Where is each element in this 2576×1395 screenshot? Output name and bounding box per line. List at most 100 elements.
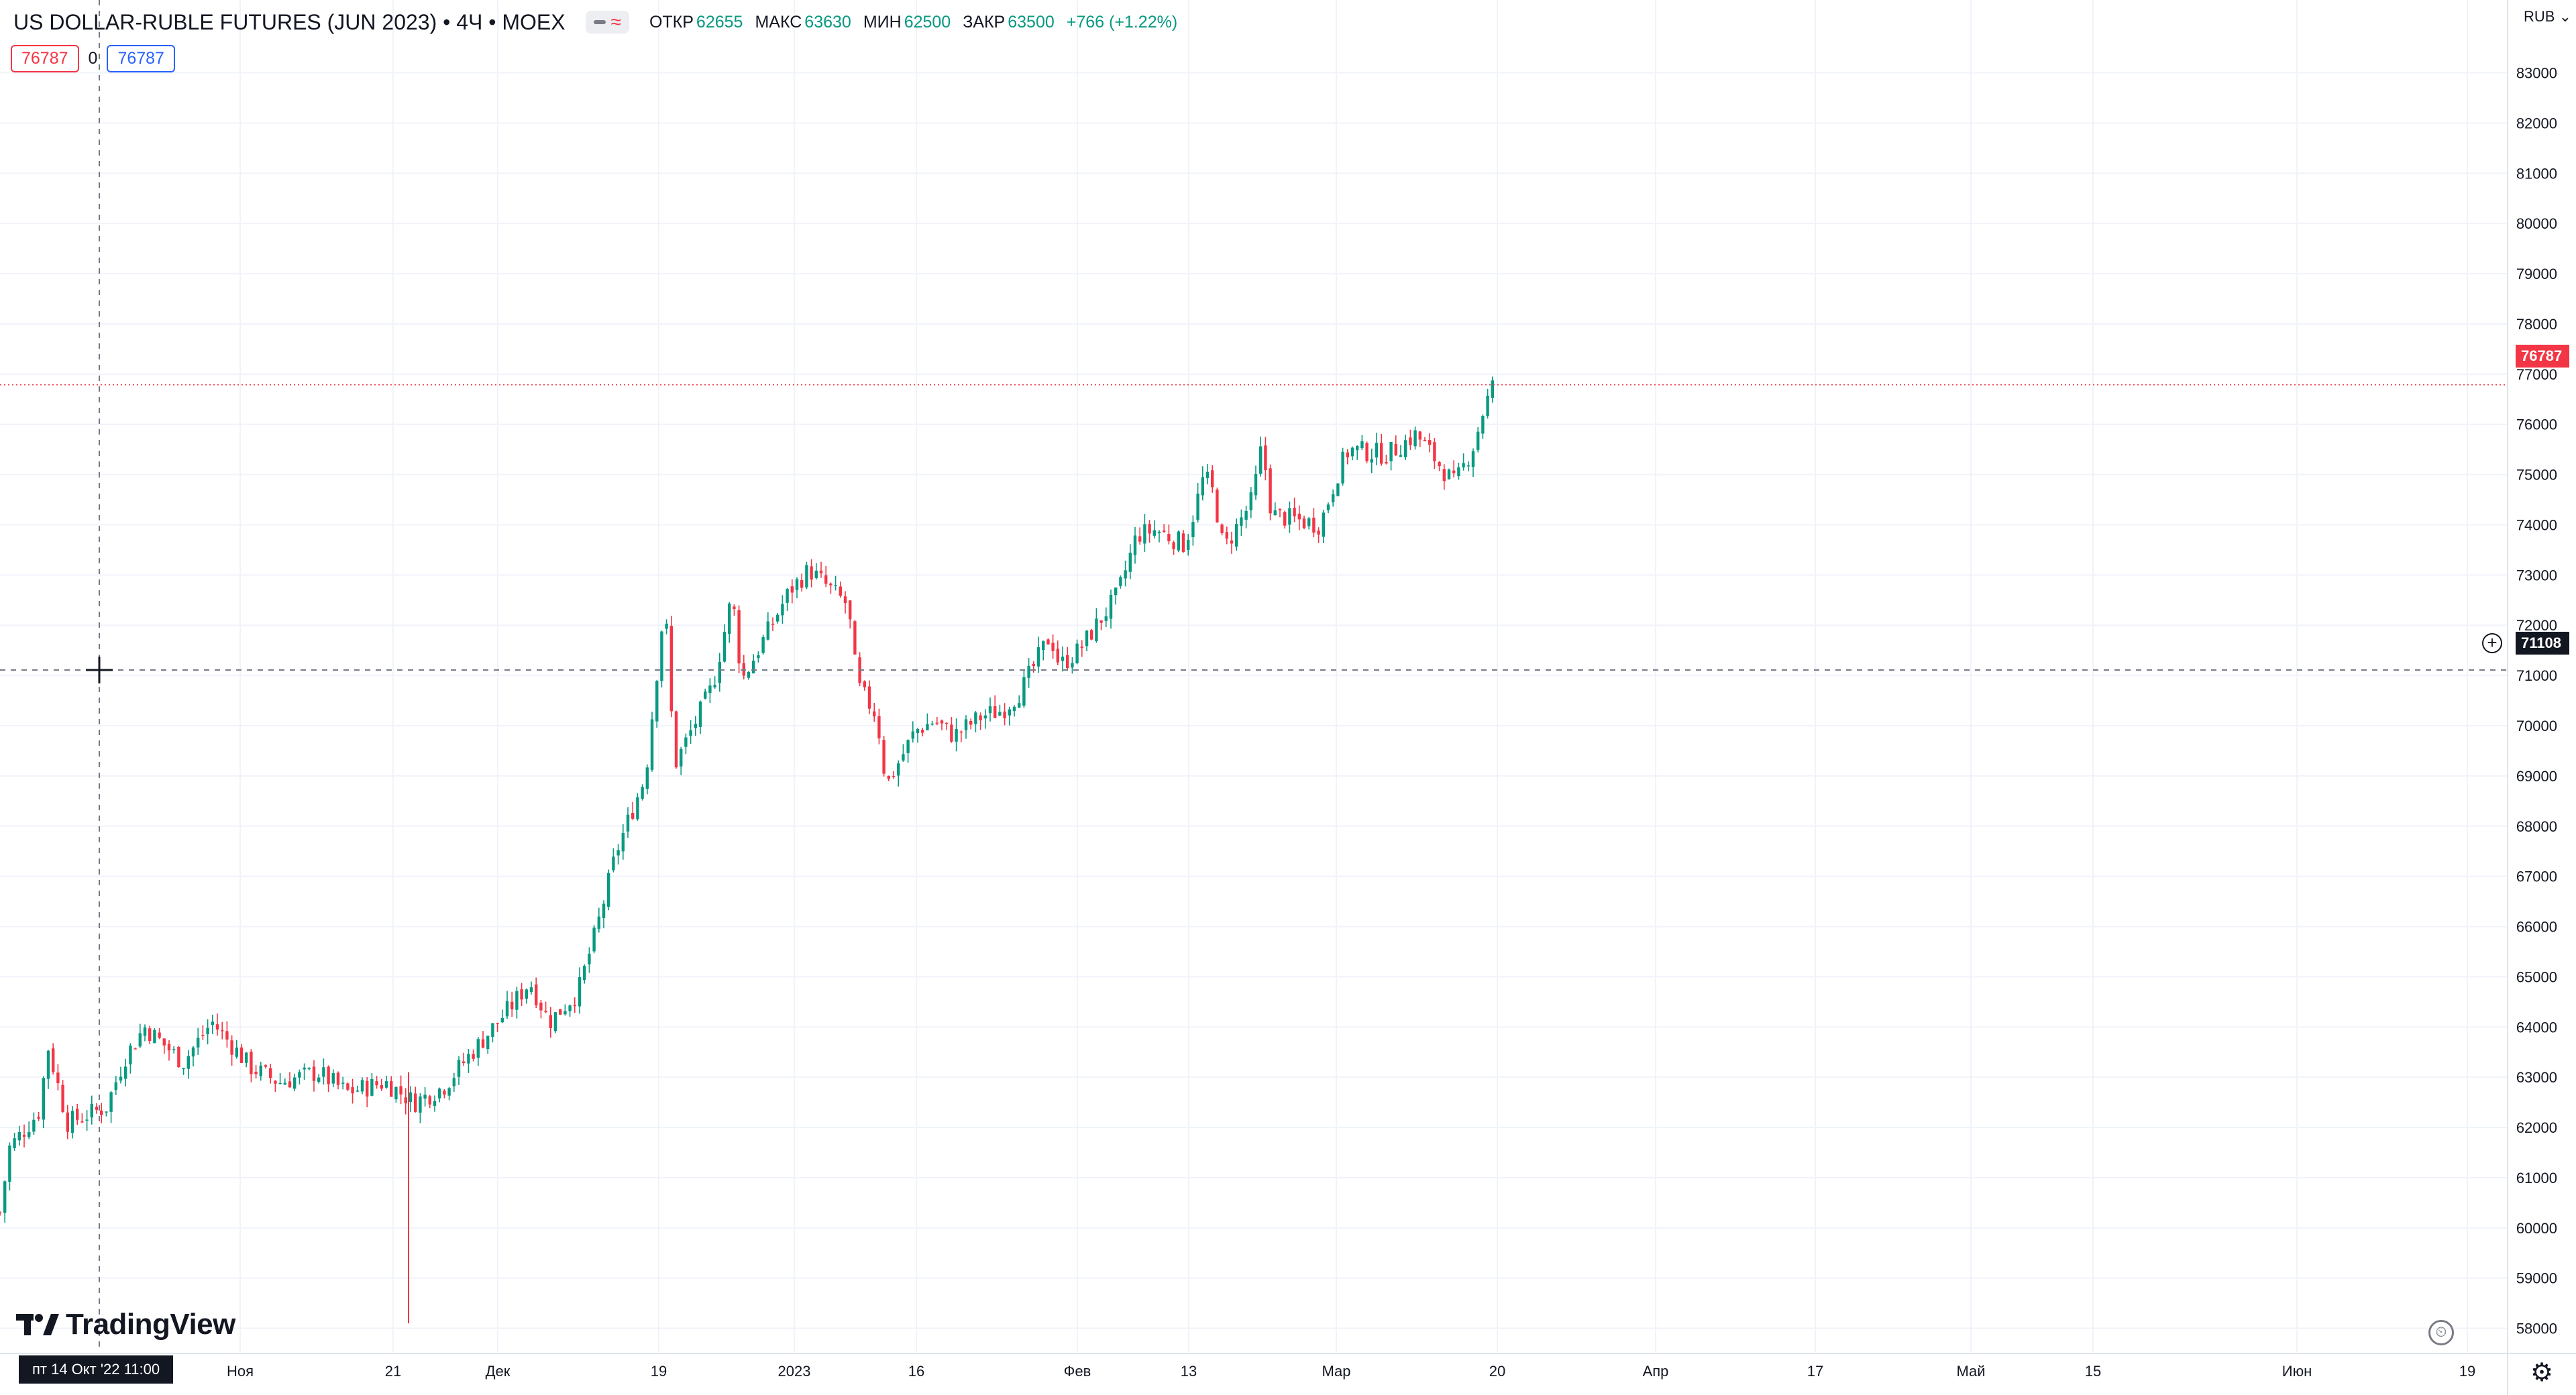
candle-body	[529, 987, 533, 993]
x-tick-label: Дек	[486, 1363, 511, 1380]
candle-body	[766, 621, 769, 640]
currency-selector[interactable]: RUB ⌄	[2524, 8, 2571, 25]
candle-body	[1187, 539, 1190, 550]
candle-body	[945, 722, 949, 724]
candle-body	[1235, 524, 1238, 547]
candle-body	[988, 706, 992, 714]
y-tick-label: 58000	[2516, 1321, 2557, 1337]
candle-body	[511, 1001, 514, 1009]
candle-body	[1075, 643, 1079, 663]
candle-body	[728, 603, 731, 634]
candle-body	[225, 1031, 229, 1040]
candle-body	[834, 585, 837, 586]
indicator-toggle[interactable]: ≈	[585, 11, 629, 34]
buy-button[interactable]: 76787	[107, 44, 175, 72]
candle-body	[849, 600, 852, 620]
ohlc-change: +766 (+1.22%)	[1066, 12, 1178, 32]
candle-body	[1399, 455, 1403, 457]
candle-body	[414, 1093, 417, 1112]
candle-body	[182, 1068, 185, 1070]
x-tick-label: 21	[385, 1363, 401, 1380]
candle-body	[853, 621, 857, 655]
candle-body	[1452, 470, 1456, 473]
candle-body	[124, 1066, 127, 1079]
clock-icon[interactable]: ⏲	[2428, 1320, 2454, 1345]
candle-body	[443, 1091, 446, 1095]
candle-body	[994, 706, 997, 718]
candle-body	[1109, 594, 1113, 619]
candle-body	[916, 728, 920, 734]
candle-body	[781, 604, 784, 616]
y-tick-label: 80000	[2516, 215, 2557, 232]
candle-body	[221, 1030, 224, 1031]
trade-buttons: 76787 0 76787	[11, 43, 175, 74]
candle-body	[100, 1110, 103, 1115]
candle-body	[1409, 437, 1412, 445]
candle-body	[327, 1066, 330, 1084]
candle-body	[428, 1096, 431, 1105]
y-tick-label: 70000	[2516, 718, 2557, 734]
symbol-title[interactable]: US DOLLAR-RUBLE FUTURES (JUN 2023) • 4Ч …	[13, 9, 566, 34]
candle-body	[573, 1005, 576, 1007]
crosshair-add-icon[interactable]: +	[2482, 633, 2502, 653]
candle-body	[22, 1135, 26, 1137]
candle-body	[1269, 468, 1272, 514]
candle-body	[1477, 431, 1480, 450]
candle-body	[1307, 518, 1311, 526]
candle-body	[713, 685, 716, 687]
candle-body	[191, 1047, 195, 1057]
candle-body	[1124, 570, 1127, 579]
sell-button[interactable]: 76787	[11, 44, 79, 72]
x-tick-label: 15	[2085, 1363, 2101, 1380]
candle-body	[452, 1078, 455, 1086]
x-tick-label: 17	[1807, 1363, 1823, 1380]
candle-body	[167, 1044, 171, 1051]
candle-body	[322, 1067, 325, 1077]
candle-body	[274, 1080, 277, 1084]
candle-body	[771, 624, 775, 625]
y-tick-label: 64000	[2516, 1019, 2557, 1036]
candle-body	[177, 1046, 180, 1068]
candle-body	[37, 1117, 40, 1119]
y-tick-label: 78000	[2516, 316, 2557, 333]
candle-body	[133, 1048, 137, 1050]
candle-body	[366, 1080, 369, 1097]
candle-body	[737, 610, 741, 664]
candle-body	[964, 719, 968, 730]
candle-body	[1157, 531, 1161, 534]
candle-body	[689, 730, 692, 736]
candle-body	[1085, 630, 1089, 647]
candle-body	[1389, 442, 1393, 461]
candle-body	[1428, 440, 1432, 445]
x-tick-label: Ноя	[227, 1363, 254, 1380]
candle-body	[568, 1005, 572, 1011]
candle-body	[351, 1087, 354, 1094]
ohlc-close-label: ЗАКР	[963, 12, 1006, 32]
candle-body	[1211, 470, 1214, 488]
y-tick-label: 67000	[2516, 869, 2557, 885]
candle-body	[409, 1092, 413, 1102]
candle-body	[1336, 483, 1340, 496]
candle-body	[17, 1132, 21, 1141]
candle-body	[1283, 512, 1287, 526]
y-tick-label: 75000	[2516, 467, 2557, 484]
candle-body	[824, 575, 828, 584]
candle-body	[283, 1082, 286, 1085]
ohlc-values: ОТКР 62655 МАКС 63630 МИН 62500 ЗАКР 635…	[649, 13, 1177, 32]
candle-body	[1056, 649, 1059, 663]
tradingview-logo[interactable]: TradingView	[16, 1308, 235, 1341]
candle-body	[786, 589, 789, 603]
candle-body	[969, 721, 973, 725]
candle-body	[597, 916, 600, 929]
gear-icon[interactable]: ⚙	[2530, 1359, 2554, 1387]
tradingview-logo-icon	[16, 1314, 59, 1335]
candle-body	[1133, 535, 1137, 555]
candle-body	[0, 1212, 2, 1214]
candle-body	[839, 586, 842, 596]
candle-body	[1152, 530, 1156, 536]
candle-body	[974, 712, 977, 724]
crosshair-date-tag: пт 14 Окт '22 11:00	[19, 1355, 174, 1384]
candle-body	[515, 991, 519, 1010]
x-tick-label: 19	[2459, 1363, 2475, 1380]
